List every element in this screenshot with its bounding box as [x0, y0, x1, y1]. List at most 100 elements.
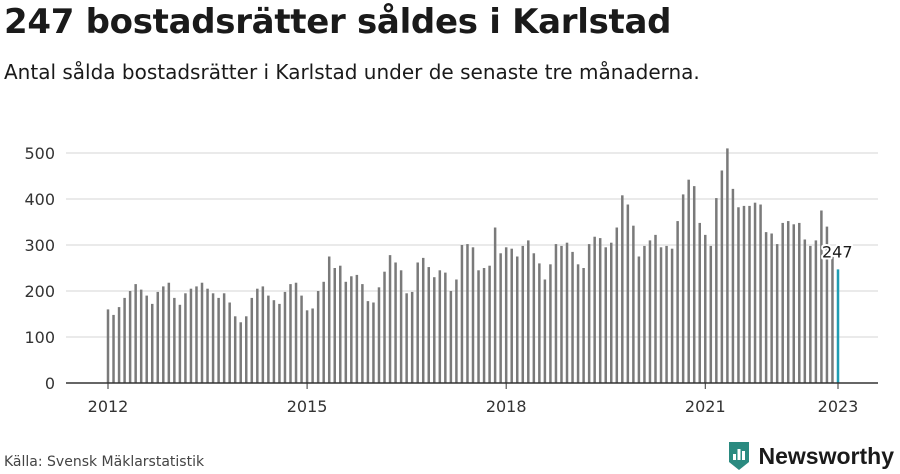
bar — [571, 251, 574, 383]
bar — [233, 316, 237, 383]
bar — [372, 302, 375, 383]
bar — [798, 222, 801, 383]
bar — [150, 303, 154, 383]
bar — [156, 291, 160, 383]
bar — [433, 277, 436, 383]
bar — [466, 244, 469, 383]
bar — [593, 236, 596, 383]
bar — [339, 265, 342, 383]
bar — [327, 256, 331, 383]
y-tick-label: 300 — [24, 236, 55, 255]
bar — [405, 293, 408, 383]
bar — [256, 288, 259, 383]
y-tick-label: 400 — [24, 190, 55, 209]
bar — [515, 256, 519, 383]
bar — [178, 304, 182, 383]
bar — [560, 245, 563, 383]
bar — [527, 240, 530, 383]
bar — [621, 195, 624, 383]
bar — [510, 248, 513, 383]
bar — [267, 295, 270, 383]
bar — [648, 240, 652, 383]
bar — [283, 291, 287, 383]
bar — [245, 316, 248, 383]
bar — [383, 271, 386, 383]
bar — [676, 221, 679, 383]
x-tick-label: 2018 — [486, 397, 527, 416]
bar — [504, 247, 508, 383]
bar — [305, 310, 309, 383]
bar — [366, 301, 370, 383]
source-note: Källa: Svensk Mäklarstatistik — [4, 454, 205, 470]
bar — [455, 279, 458, 383]
bar — [814, 240, 818, 383]
bar — [681, 194, 685, 383]
y-tick-label: 200 — [24, 282, 55, 301]
bar — [438, 270, 442, 383]
bar — [300, 295, 303, 383]
bar — [250, 297, 254, 383]
bar — [726, 148, 729, 383]
bar — [709, 245, 713, 383]
highlighted-bar — [836, 269, 840, 383]
bar — [460, 245, 464, 383]
bar — [692, 186, 696, 383]
bar — [598, 238, 602, 383]
bar — [261, 286, 265, 383]
bar — [582, 268, 585, 383]
bar — [333, 268, 336, 383]
bar — [128, 291, 132, 383]
x-tick-label: 2021 — [685, 397, 726, 416]
bar — [294, 282, 298, 383]
bar — [350, 276, 353, 383]
bar — [272, 300, 276, 383]
bar — [477, 270, 480, 383]
bar — [322, 281, 325, 383]
bar — [239, 322, 242, 383]
bar — [803, 239, 807, 383]
bar — [698, 222, 701, 383]
bar — [809, 245, 812, 383]
bar — [521, 245, 525, 383]
bar — [538, 263, 541, 383]
bar — [184, 293, 187, 383]
highlight-value-label: 247 — [822, 242, 853, 261]
bar — [134, 284, 137, 383]
bar — [488, 265, 491, 383]
bar — [781, 222, 784, 383]
bar — [421, 257, 425, 383]
bar — [654, 234, 657, 383]
bar — [587, 244, 591, 383]
bar — [471, 247, 475, 383]
bar — [200, 282, 204, 383]
bar — [377, 287, 381, 383]
bar — [576, 264, 580, 383]
bar — [715, 198, 718, 383]
bar — [410, 291, 414, 383]
bar — [145, 295, 148, 383]
bar — [565, 242, 569, 383]
bar — [416, 262, 419, 383]
bar — [399, 270, 403, 383]
bar — [173, 297, 176, 383]
bar — [482, 268, 486, 383]
bar — [139, 289, 143, 383]
bar — [704, 234, 707, 383]
newsworthy-logo: Newsworthy — [727, 441, 894, 471]
bar — [167, 282, 171, 383]
bar — [748, 205, 751, 383]
y-tick-label: 100 — [24, 328, 55, 347]
bar — [643, 245, 646, 383]
bar — [786, 221, 790, 383]
newsworthy-logo-icon — [728, 442, 749, 470]
bar — [195, 286, 198, 383]
chart-subtitle: Antal sålda bostadsrätter i Karlstad und… — [4, 60, 700, 84]
bar — [549, 264, 552, 383]
bar — [117, 307, 121, 383]
bar — [687, 179, 690, 383]
bar — [394, 262, 397, 383]
bar — [731, 188, 735, 383]
bar — [604, 247, 607, 383]
x-tick-label: 2023 — [818, 397, 859, 416]
